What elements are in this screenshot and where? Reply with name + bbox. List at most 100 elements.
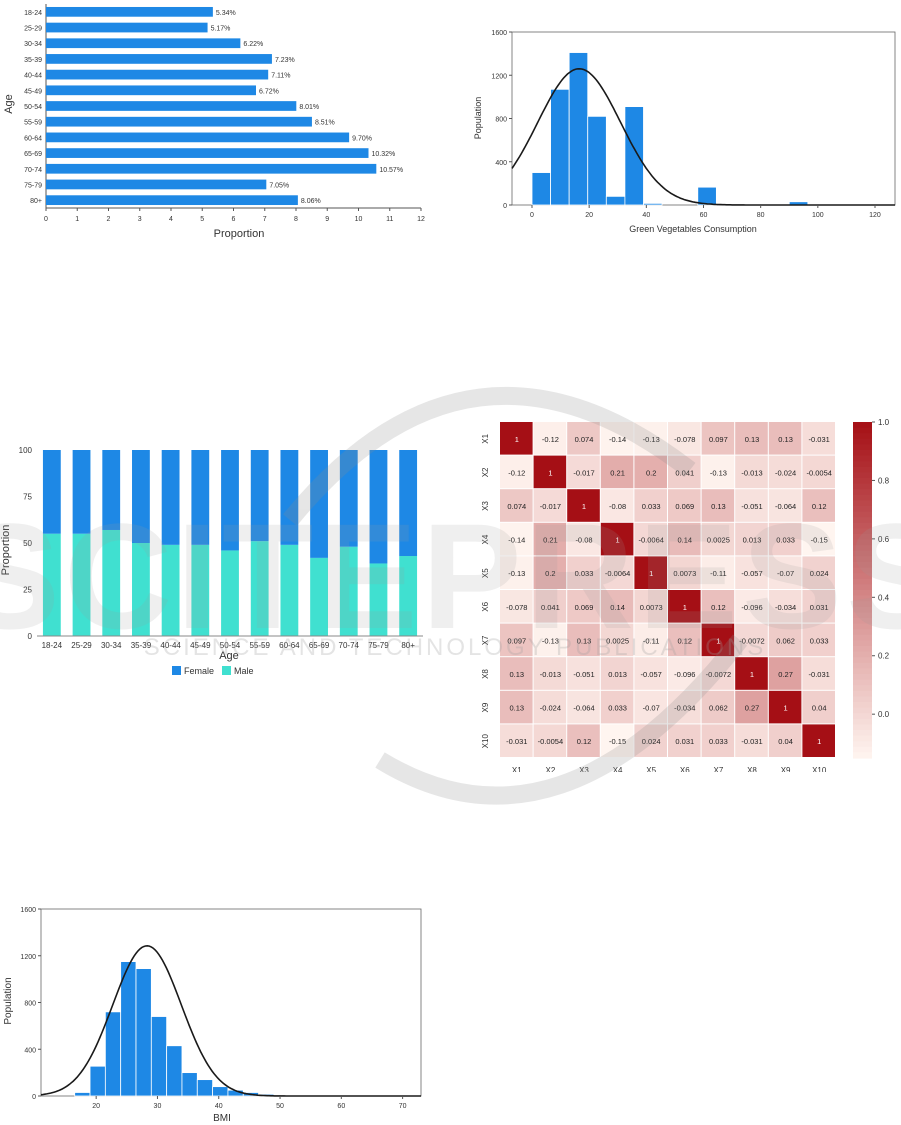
- data-label: 9.70%: [352, 135, 372, 142]
- heatmap-cell: [533, 422, 567, 455]
- x-tick-label: 50: [276, 1103, 284, 1110]
- heatmap-cell: [802, 422, 835, 455]
- bar-male: [250, 541, 269, 636]
- colorbar-segment: [853, 455, 872, 462]
- heatmap-cell: [701, 422, 735, 455]
- colorbar-segment: [853, 713, 872, 720]
- cell-value: 1: [616, 536, 620, 545]
- heatmap-cell: [533, 590, 567, 623]
- heatmap-cell: [802, 724, 835, 757]
- heatmap-cell: [701, 623, 735, 657]
- x-tick-label: 7: [263, 216, 267, 223]
- colorbar-segment: [853, 422, 872, 429]
- heatmap-cell: [533, 657, 567, 690]
- cell-value: -0.0054: [538, 737, 563, 746]
- heatmap-cell: [668, 556, 701, 589]
- cell-value: -0.024: [775, 468, 796, 477]
- bar: [46, 132, 350, 143]
- colorbar-segment: [853, 618, 872, 625]
- colorbar-segment: [853, 746, 872, 753]
- x-tick-label: 20: [92, 1103, 100, 1110]
- legend-label-female: Female: [184, 666, 214, 676]
- heatmap-cell: [533, 556, 567, 589]
- heatmap-cell: [735, 455, 768, 489]
- colorbar-segment: [853, 668, 872, 675]
- x-tick-label: X4: [613, 766, 623, 772]
- bar: [46, 163, 377, 174]
- colorbar-segment: [853, 528, 872, 535]
- colorbar-tick-label: 0.8: [878, 476, 890, 485]
- histogram-bar: [74, 1092, 91, 1097]
- heatmap-cell: [802, 522, 835, 556]
- cell-value: -0.08: [609, 502, 626, 511]
- heatmap-cell: [768, 623, 802, 657]
- heatmap-cell: [802, 556, 835, 589]
- heatmap-cell: [500, 489, 533, 522]
- histogram-bar: [166, 1045, 183, 1097]
- bar-female: [161, 450, 180, 545]
- histogram-bar: [550, 88, 570, 206]
- cell-value: 0.069: [675, 502, 694, 511]
- heatmap-cell: [634, 623, 667, 657]
- colorbar-segment: [853, 657, 872, 664]
- heatmap-cell: [668, 455, 701, 489]
- x-tick-label: 30-34: [101, 641, 122, 650]
- colorbar-segment: [853, 651, 872, 658]
- heatmap-cell: [567, 590, 600, 623]
- cell-value: -0.051: [573, 670, 594, 679]
- bar-male: [369, 563, 388, 636]
- x-tick-label: 45-49: [190, 641, 211, 650]
- y-tick-label: 1600: [20, 907, 36, 914]
- heatmap-cell: [634, 422, 667, 455]
- heatmap-cell: [500, 556, 533, 589]
- heatmap-cell: [567, 724, 600, 757]
- y-tick-label: X8: [481, 669, 490, 679]
- bar: [46, 54, 272, 64]
- x-axis-label: Proportion: [214, 228, 265, 240]
- colorbar-segment: [853, 438, 872, 445]
- heatmap-cell: [600, 623, 634, 657]
- bar-male: [161, 544, 180, 636]
- heatmap-cell: [735, 657, 768, 690]
- cell-value: 0.062: [776, 636, 795, 645]
- x-axis-label: Age: [219, 650, 239, 662]
- y-tick-label: 50: [23, 539, 32, 548]
- histogram-bar: [568, 52, 589, 206]
- colorbar-tick-label: 0.2: [878, 652, 890, 661]
- data-label: 10.32%: [372, 151, 396, 158]
- colorbar-segment: [853, 511, 872, 518]
- histogram-bar: [212, 1086, 229, 1097]
- data-label: 8.06%: [301, 198, 321, 205]
- heatmap-cell: [600, 690, 634, 724]
- heatmap-cell: [802, 690, 835, 724]
- y-tick-label: 35-39: [24, 57, 42, 64]
- cell-value: -0.051: [741, 502, 762, 511]
- cell-value: 1: [515, 435, 519, 444]
- colorbar-segment: [853, 741, 872, 748]
- heatmap-cell: [600, 455, 634, 489]
- x-axis-label: BMI: [213, 1113, 231, 1124]
- cell-value: 0.14: [677, 536, 692, 545]
- green-vegetables-histogram: 0 400 800 1200 1600 0 20 40 60 80 100 120 Green Veg…: [473, 30, 896, 234]
- cell-value: 0.041: [675, 468, 694, 477]
- heatmap-cell: [634, 455, 667, 489]
- cell-value: -0.096: [741, 603, 762, 612]
- colorbar-segment: [853, 494, 872, 501]
- bar-male: [191, 544, 210, 636]
- bar: [46, 179, 267, 190]
- bar-male: [221, 550, 239, 636]
- heatmap-cell: [668, 657, 701, 690]
- colorbar-segment: [853, 707, 872, 714]
- colorbar-segment: [853, 702, 872, 709]
- y-tick-label: 30-34: [24, 41, 42, 48]
- y-tick-label: 400: [24, 1047, 36, 1054]
- heatmap-cell: [600, 422, 634, 455]
- y-tick-label: 18-24: [24, 10, 42, 17]
- cell-value: 1: [548, 468, 552, 477]
- heatmap-cell: [634, 690, 667, 724]
- cell-value: -0.07: [777, 569, 794, 578]
- y-tick-label: 800: [495, 117, 507, 124]
- bar-male: [339, 546, 358, 636]
- cell-value: -0.13: [542, 636, 559, 645]
- histogram-bar: [135, 968, 152, 1097]
